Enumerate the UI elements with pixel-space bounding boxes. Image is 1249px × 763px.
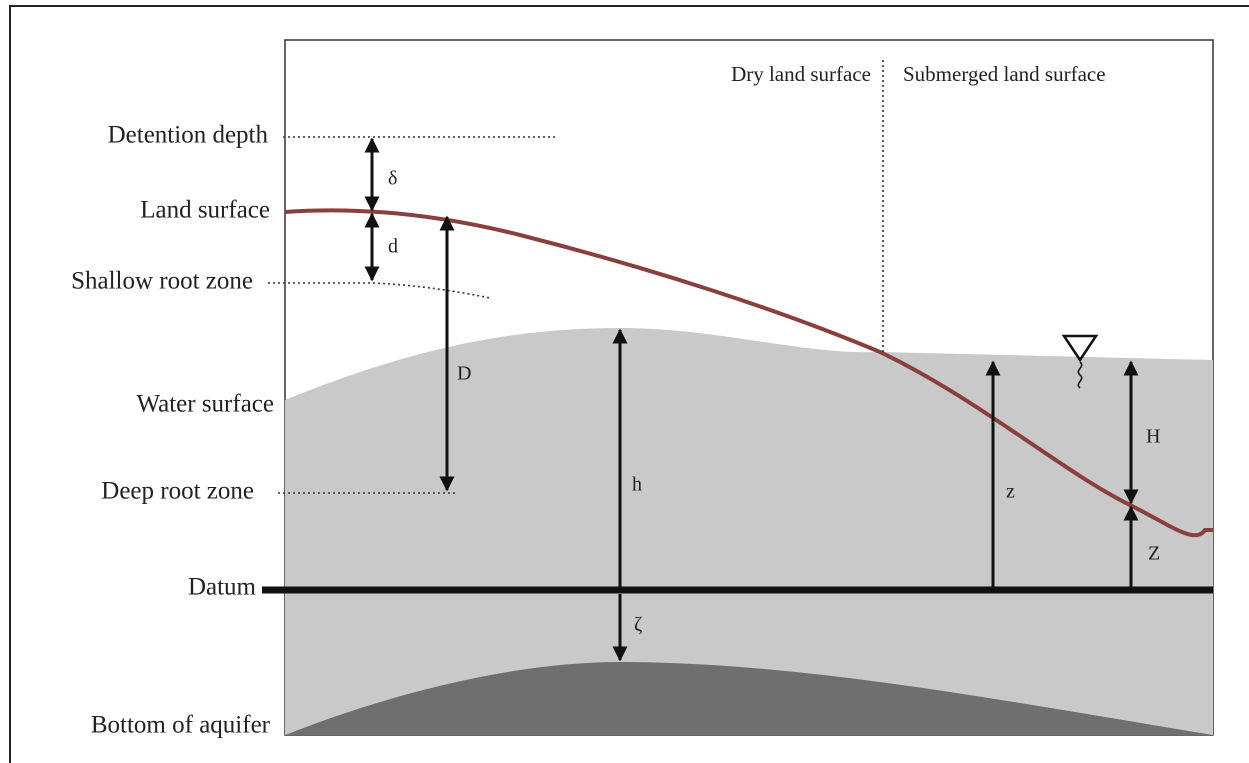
water-level-symbol (1077, 361, 1083, 389)
symbol: ζ (634, 614, 642, 636)
symbol: Z (1148, 543, 1160, 565)
frame (9, 5, 1249, 763)
label: Datum (188, 574, 257, 601)
symbol: h (632, 474, 642, 496)
label: Dry land surface (731, 62, 871, 86)
symbol: H (1146, 426, 1160, 448)
aquifer-bottom (285, 662, 1213, 735)
label: Land surface (140, 197, 270, 224)
symbol: D (457, 363, 471, 385)
shallow-root-line (268, 282, 491, 299)
symbol: z (1006, 481, 1015, 503)
symbol: δ (388, 168, 397, 190)
symbol: d (388, 236, 398, 258)
label: Bottom of aquifer (91, 712, 271, 739)
label: Deep root zone (101, 478, 254, 505)
label: Submerged land surface (903, 62, 1106, 86)
label: Detention depth (108, 122, 269, 149)
label: Water surface (137, 391, 274, 418)
water-level-symbol (1061, 334, 1099, 363)
saturated-zone (285, 328, 1213, 735)
label: Shallow root zone (71, 268, 253, 295)
land-surface-line (284, 208, 1213, 538)
